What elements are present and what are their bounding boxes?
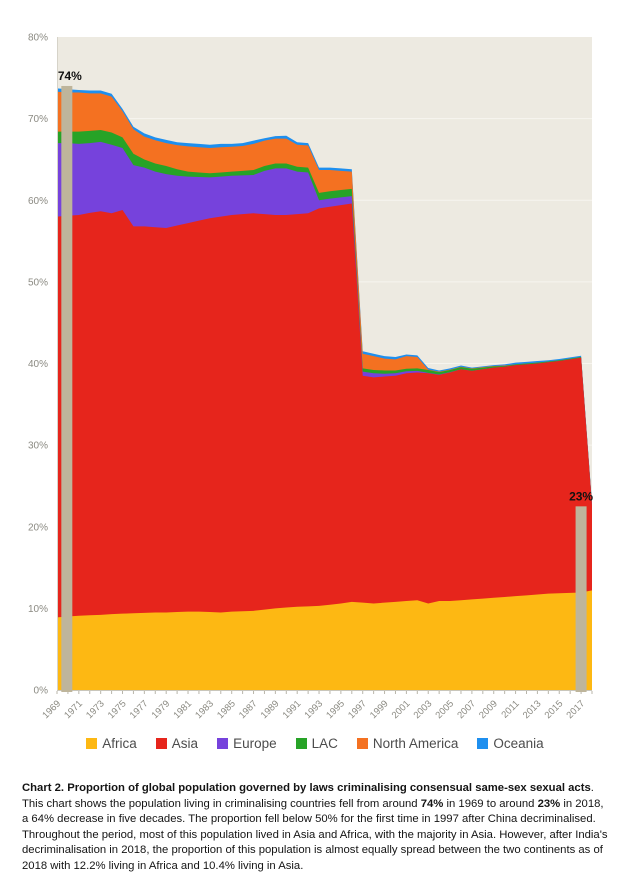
annotation-label: 74% — [58, 69, 82, 83]
x-axis-label: 1975 — [106, 698, 129, 721]
x-axis-label: 2015 — [543, 698, 566, 721]
x-axis-label: 1993 — [302, 698, 325, 721]
legend-item-europe: Europe — [217, 736, 277, 751]
caption-text: in 2018, a 64% decrease in five decades.… — [22, 797, 608, 872]
x-axis-label: 1981 — [171, 698, 194, 721]
x-axis-label: 1983 — [193, 698, 216, 721]
y-axis-label: 20% — [28, 522, 48, 533]
legend-label: Europe — [233, 736, 277, 751]
x-axis-label: 1989 — [259, 698, 282, 721]
legend-label: Asia — [171, 736, 199, 751]
legend-item-africa: Africa — [86, 736, 137, 751]
x-axis-label: 1969 — [40, 698, 63, 721]
legend-swatch-icon — [86, 738, 98, 749]
x-axis-label: 1977 — [128, 698, 151, 721]
legend-label: Africa — [102, 736, 137, 751]
caption-text: . This chart shows the population living… — [22, 782, 594, 810]
legend-swatch-icon — [477, 738, 489, 749]
caption-bold-text: Chart 2. Proportion of global population… — [22, 782, 591, 794]
y-axis-label: 40% — [28, 359, 48, 370]
legend-swatch-icon — [356, 738, 368, 749]
caption-bold-text: 74% — [420, 797, 444, 810]
stacked-area-chart: 1969 1971 1973 1975 1977 1979 1981 1983 1985 1987… — [28, 33, 593, 722]
x-axis-label: 1995 — [324, 698, 347, 721]
legend-item-oceania: Oceania — [477, 736, 544, 751]
caption-text: in 1969 to around — [443, 797, 538, 810]
x-axis-label: 2007 — [455, 698, 478, 721]
x-axis-label: 2005 — [433, 698, 456, 721]
legend-swatch-icon — [295, 738, 307, 749]
x-axis-label: 2009 — [477, 698, 500, 721]
x-axis-label: 2013 — [521, 698, 544, 721]
legend-item-lac: LAC — [295, 736, 338, 751]
legend-swatch-icon — [155, 738, 167, 749]
legend: Africa Asia Europe LAC North America Oceania — [0, 736, 630, 751]
legend-label: North America — [372, 736, 459, 751]
x-axis-label: 1985 — [215, 698, 238, 721]
x-axis-label: 1979 — [150, 698, 173, 721]
x-axis-label: 1999 — [368, 698, 391, 721]
x-axis-label: 2017 — [564, 698, 587, 721]
legend-item-north-america: North America — [356, 736, 459, 751]
y-axis-label: 0% — [34, 686, 49, 697]
x-axis-label: 2011 — [499, 698, 521, 720]
x-axis-label: 1991 — [281, 698, 304, 721]
x-axis-label: 1997 — [346, 698, 369, 721]
x-axis-label: 1987 — [237, 698, 260, 721]
x-axis-label: 2003 — [412, 698, 435, 721]
y-axis-label: 70% — [28, 114, 48, 125]
caption: Chart 2. Proportion of global population… — [22, 781, 609, 874]
legend-swatch-icon — [217, 738, 229, 749]
y-axis-label: 60% — [28, 196, 48, 207]
caption-bold-text: 23% — [537, 797, 561, 810]
y-axis-label: 80% — [28, 33, 48, 44]
legend-item-asia: Asia — [155, 736, 199, 751]
y-axis-label: 30% — [28, 441, 48, 452]
y-axis-label: 10% — [28, 604, 48, 615]
x-axis-label: 1973 — [84, 698, 107, 721]
area-africa — [57, 590, 592, 690]
x-axis-label: 1971 — [62, 698, 85, 721]
legend-label: Oceania — [493, 736, 544, 751]
area-asia — [57, 203, 592, 690]
annotation-bar — [575, 506, 587, 692]
x-axis-label: 2001 — [390, 698, 413, 721]
annotation-label: 23% — [569, 489, 593, 503]
legend-label: LAC — [311, 736, 338, 751]
y-axis-label: 50% — [28, 277, 48, 288]
annotation-bar — [61, 85, 73, 693]
